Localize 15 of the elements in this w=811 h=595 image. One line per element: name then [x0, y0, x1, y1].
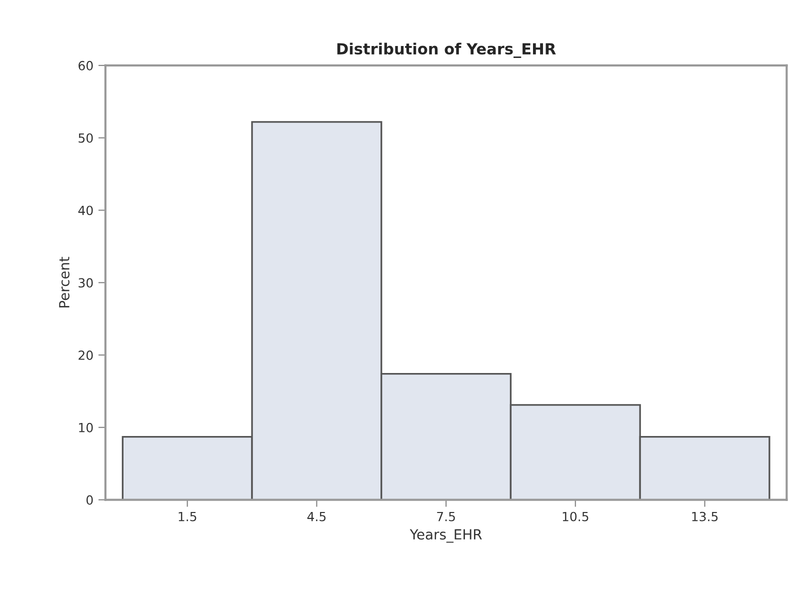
- y-tick-label: 50: [78, 133, 93, 143]
- x-tick-label: 10.5: [562, 512, 588, 522]
- x-tick-label: 4.5: [307, 512, 326, 522]
- y-tick-label: 60: [78, 60, 93, 70]
- y-tick-label: 20: [78, 350, 93, 360]
- y-tick-label: 40: [78, 206, 93, 216]
- chart-title: Distribution of Years_EHR: [337, 42, 556, 58]
- y-tick-label: 10: [79, 422, 93, 432]
- x-axis-title: Years_EHR: [410, 529, 482, 543]
- x-tick-label: 1.5: [178, 512, 196, 522]
- y-axis-title: Percent: [59, 256, 70, 308]
- x-tick-label: 7.5: [437, 512, 455, 522]
- x-tick-label: 13.5: [692, 512, 718, 522]
- y-tick-label: 30: [78, 278, 93, 288]
- y-tick-label: 0: [86, 495, 93, 505]
